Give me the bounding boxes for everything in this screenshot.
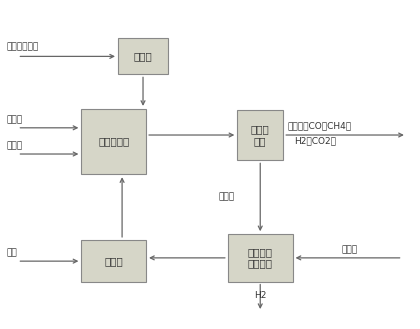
Text: 空气: 空气 [7, 248, 18, 257]
Bar [81, 109, 146, 174]
Text: H2: H2 [254, 291, 266, 300]
Text: 生物质: 生物质 [7, 115, 23, 124]
Text: 水蒸气: 水蒸气 [7, 141, 23, 150]
Bar [81, 240, 146, 282]
Text: 旋风分
离器: 旋风分 离器 [251, 124, 270, 146]
Bar [228, 234, 293, 282]
Text: H2、CO2）: H2、CO2） [294, 137, 336, 146]
Text: 水蒸气重
整反应器: 水蒸气重 整反应器 [248, 247, 273, 269]
Bar [237, 110, 283, 161]
Text: 燃料反应器: 燃料反应器 [98, 137, 129, 146]
Text: 水蒸气: 水蒸气 [342, 245, 358, 254]
Text: 再生器: 再生器 [104, 256, 123, 266]
Bar [118, 38, 168, 74]
Text: 预处理: 预处理 [134, 51, 152, 62]
Text: 载氧体: 载氧体 [218, 193, 234, 202]
Text: 合成气（CO、CH4、: 合成气（CO、CH4、 [287, 121, 352, 130]
Text: 载氧体原材料: 载氧体原材料 [7, 42, 39, 51]
